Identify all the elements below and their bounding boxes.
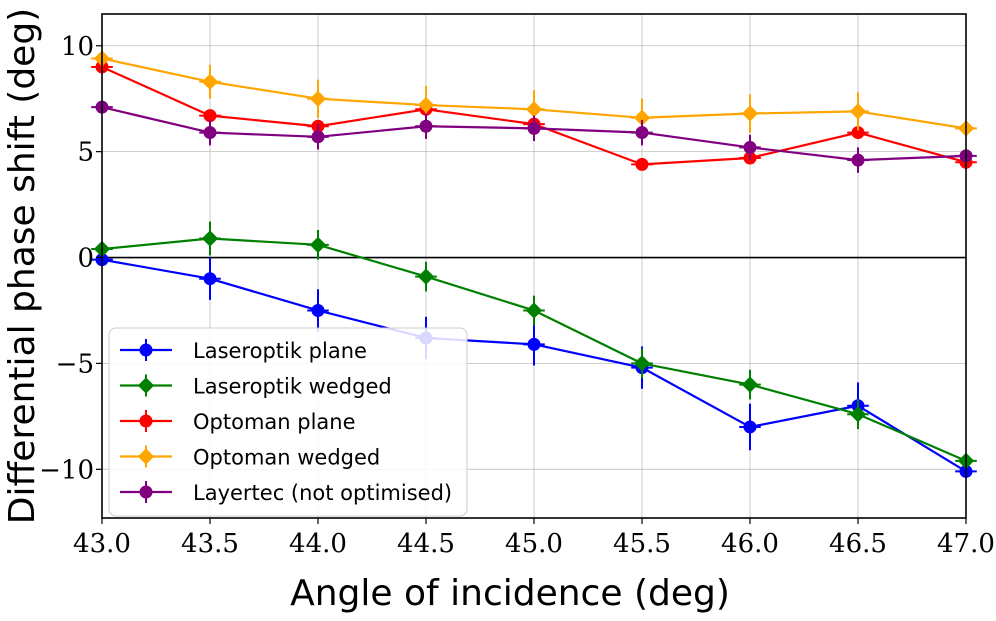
data-point: [851, 153, 865, 167]
x-tick-label: 46.0: [721, 529, 779, 559]
x-tick-label: 43.0: [73, 529, 131, 559]
data-point: [309, 90, 327, 107]
data-point: [849, 406, 867, 423]
data-point: [203, 272, 217, 286]
data-point: [417, 96, 435, 114]
data-point: [743, 420, 757, 434]
data-point: [419, 119, 433, 133]
y-tick-label: −10: [39, 455, 94, 485]
data-point: [743, 140, 757, 154]
x-axis-label: Angle of incidence (deg): [290, 573, 730, 614]
data-point: [525, 101, 543, 118]
series-layer: [91, 50, 977, 478]
legend-marker: [137, 377, 155, 394]
series-optoman-wedged: [91, 50, 977, 137]
data-point: [525, 302, 543, 319]
x-tick-label: 44.5: [397, 529, 455, 559]
data-point: [527, 121, 541, 135]
legend-entry: Laseroptik plane: [120, 339, 367, 363]
legend-entry: Layertec (not optimised): [120, 481, 452, 505]
series-laseroptik-wedged: [91, 221, 977, 469]
legend-label: Layertec (not optimised): [193, 481, 452, 505]
y-tick-label: 5: [77, 138, 94, 168]
legend-entry: Optoman plane: [120, 410, 356, 434]
legend-label: Laseroptik plane: [193, 339, 367, 363]
x-tick-label: 46.5: [829, 529, 887, 559]
x-tick-label: 45.0: [505, 529, 563, 559]
legend-marker: [137, 448, 155, 465]
x-tick-label: 43.5: [181, 529, 239, 559]
legend-label: Optoman plane: [193, 410, 356, 434]
data-point: [741, 105, 759, 122]
x-tick-label: 47.0: [937, 529, 995, 559]
data-point: [201, 230, 219, 247]
x-tick-label: 45.5: [613, 529, 671, 559]
data-point: [851, 126, 865, 140]
data-point: [849, 103, 867, 120]
x-tick-label: 44.0: [289, 529, 347, 559]
legend-marker: [139, 343, 153, 357]
data-point: [633, 109, 651, 126]
legend-entry: Optoman wedged: [120, 445, 380, 470]
data-point: [311, 130, 325, 144]
data-point: [741, 376, 759, 393]
y-tick-label: 10: [61, 32, 94, 62]
legend-entry: Laseroptik wedged: [120, 374, 392, 399]
y-axis-label: Differential phase shift (deg): [2, 8, 43, 524]
ticks: 43.0 43.5 44.0 44.5 45.0 45.5 46.0 46.5 47.0 10 5 0…: [39, 32, 995, 559]
data-point: [201, 73, 219, 90]
y-tick-label: −5: [56, 349, 94, 379]
data-point: [635, 126, 649, 140]
legend-box: [108, 327, 468, 517]
data-point: [527, 337, 541, 351]
series-layertec-not-optimised: [91, 100, 977, 173]
data-point: [311, 303, 325, 317]
data-point: [633, 355, 651, 372]
data-point: [417, 268, 435, 285]
data-point: [635, 157, 649, 171]
legend-marker: [139, 414, 153, 428]
legend: Laseroptik plane Laseroptik wedged Optoman…: [108, 327, 468, 517]
legend-label: Optoman wedged: [193, 446, 380, 470]
legend-marker: [139, 485, 153, 499]
y-tick-label: 0: [77, 244, 94, 274]
data-point: [203, 126, 217, 140]
data-point: [309, 236, 327, 253]
legend-label: Laseroptik wedged: [193, 375, 392, 399]
data-point: [203, 109, 217, 123]
